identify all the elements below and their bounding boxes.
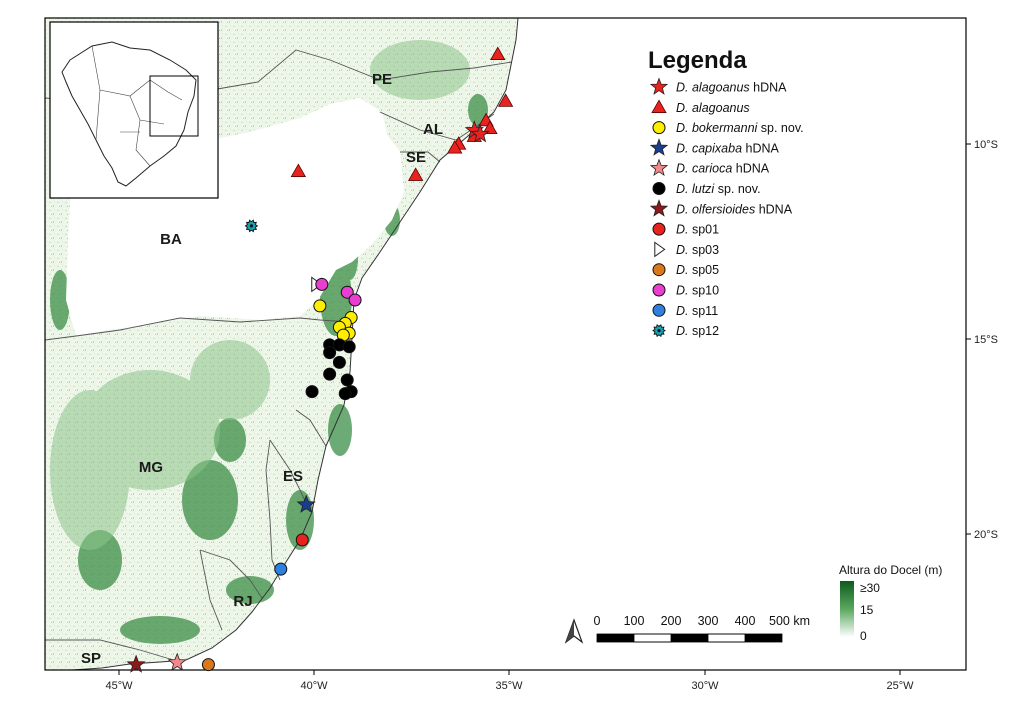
occurrence-point-triangle [490, 46, 506, 60]
legend-symbol-star [649, 199, 669, 217]
occurrence-point-triangle [497, 93, 514, 107]
occurrence-points [126, 46, 514, 673]
scale-label: 500 km [769, 614, 810, 628]
colorbar-label: 0 [860, 629, 867, 643]
occurrence-point-circle [295, 533, 309, 547]
scale-label: 100 [624, 614, 645, 628]
occurrence-point-circle [342, 340, 356, 354]
scale-bar [596, 633, 783, 643]
occurrence-point-circle [338, 387, 352, 401]
state-label-pe: PE [372, 71, 392, 88]
legend-title: Legenda [648, 47, 747, 74]
occurrence-point-circle [305, 385, 319, 399]
legend-symbol-star [649, 77, 669, 95]
occurrence-point-star [167, 652, 187, 671]
occurrence-point-circle [332, 355, 346, 369]
lon-tick-label: 35°W [495, 680, 523, 692]
state-label-ba: BA [160, 231, 182, 248]
occurrence-point-circle [340, 285, 354, 299]
legend-symbol-circle [652, 222, 666, 236]
north-arrow-icon [564, 618, 584, 644]
occurrence-point-gear [244, 219, 259, 233]
legend-symbol-triangle [651, 99, 667, 113]
occurrence-point-circle [274, 562, 288, 576]
lat-tick-label: 10°S [974, 139, 998, 151]
legend-symbol-circle [652, 263, 666, 277]
legend-symbol-star [649, 158, 669, 177]
occurrence-point-triangle [447, 140, 463, 154]
legend-label: D. sp05 [676, 263, 719, 277]
legend-symbol-circle [652, 121, 666, 135]
scale-label: 400 [735, 614, 756, 628]
scale-label: 0 [594, 614, 601, 628]
legend-label: D. carioca hDNA [676, 162, 770, 176]
legend-label: D. alagoanus hDNA [676, 81, 787, 95]
legend-label: D. sp11 [676, 304, 718, 318]
occurrence-point-star [470, 124, 490, 143]
legend-symbol-gear [652, 324, 666, 338]
colorbar-title: Altura do Docel (m) [839, 563, 942, 577]
legend-label: D. sp12 [676, 324, 719, 338]
inset-locator-map [49, 21, 219, 199]
legend-label: D. bokermanni sp. nov. [676, 121, 804, 135]
occurrence-point-star [296, 494, 316, 513]
lon-tick-label: 30°W [691, 680, 719, 692]
state-label-al: AL [423, 121, 443, 138]
legend-symbol-tri-right [654, 241, 666, 258]
scale-label: 200 [661, 614, 682, 628]
occurrence-point-triangle [407, 167, 424, 181]
occurrence-point-circle [315, 277, 329, 291]
legend-symbol-circle [652, 303, 666, 317]
occurrence-point-triangle [482, 120, 498, 135]
inset-extent-box [149, 75, 199, 137]
state-label-sp: SP [81, 650, 101, 667]
colorbar-label: ≥30 [860, 581, 880, 595]
lat-tick-label: 20°S [974, 529, 998, 541]
brazil-outline [61, 41, 197, 187]
legend-symbol-circle [652, 182, 666, 195]
lat-tick-label: 15°S [974, 334, 998, 346]
state-label-es: ES [283, 468, 303, 485]
occurrence-point-circle [348, 293, 362, 307]
legend-label: D. sp03 [676, 243, 719, 257]
legend-label: D. olfersioides hDNA [676, 202, 793, 216]
lon-tick-label: 25°W [886, 680, 914, 692]
lon-ticks [118, 670, 901, 675]
scale-label: 300 [698, 614, 719, 628]
colorbar [840, 581, 854, 637]
state-label-rj: RJ [233, 593, 252, 610]
lon-tick-label: 45°W [105, 680, 133, 692]
map-frame [44, 17, 967, 671]
state-label-mg: MG [139, 459, 163, 476]
legend-label: D. sp01 [676, 223, 719, 237]
legend-symbol-circle [652, 283, 666, 297]
legend-label: D. lutzi sp. nov. [676, 182, 761, 196]
legend-label: D. alagoanus [676, 101, 750, 115]
occurrence-point-circle [201, 658, 215, 672]
lat-ticks [966, 143, 971, 535]
occurrence-point-triangle [290, 163, 307, 177]
occurrence-point-circle [323, 367, 337, 381]
legend-label: D. sp10 [676, 284, 719, 298]
legend-label: D. capixaba hDNA [676, 141, 780, 155]
lon-tick-label: 40°W [300, 680, 328, 692]
occurrence-point-circle [340, 373, 354, 387]
colorbar-label: 15 [860, 603, 874, 617]
occurrence-point-circle [313, 299, 327, 313]
state-label-se: SE [406, 149, 426, 166]
legend-rows: D. alagoanus hDNA D. alagoanus D. bokerman… [649, 77, 804, 338]
legend-symbol-star [649, 138, 669, 156]
occurrence-point-star [126, 654, 146, 673]
occurrence-point-circle [323, 346, 337, 360]
